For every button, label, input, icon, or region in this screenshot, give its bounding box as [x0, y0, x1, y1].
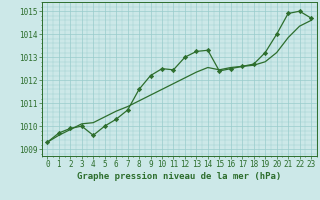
X-axis label: Graphe pression niveau de la mer (hPa): Graphe pression niveau de la mer (hPa)	[77, 172, 281, 181]
